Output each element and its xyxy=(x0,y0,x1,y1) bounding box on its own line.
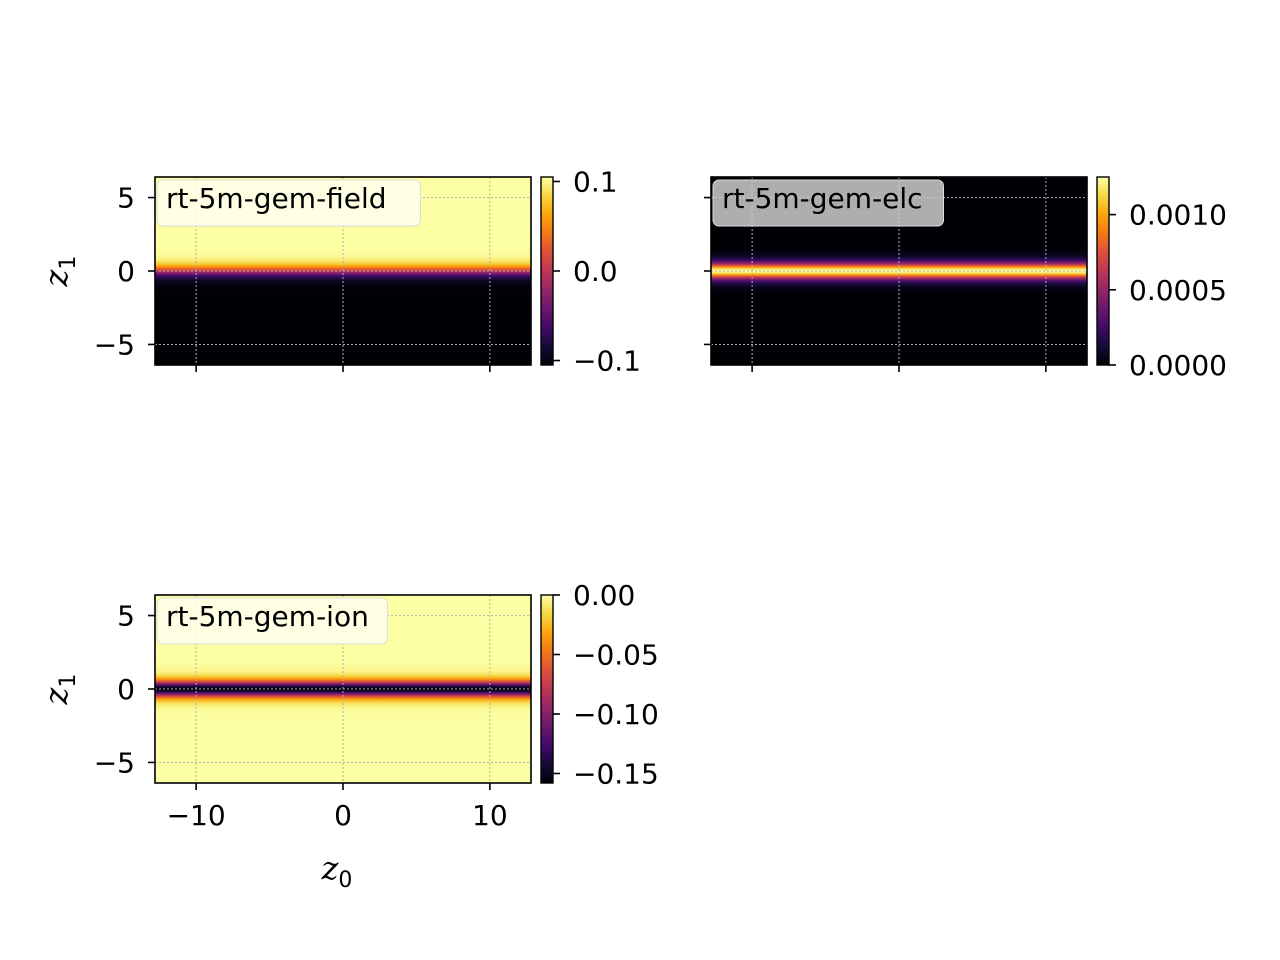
panel-name-box xyxy=(156,597,388,645)
colorbar xyxy=(540,594,554,784)
y-tick-label: −5 xyxy=(94,328,135,361)
panel-name: rt-5m-gem-elc xyxy=(722,182,923,215)
colorbar-tick-label: 0.0 xyxy=(573,255,618,288)
panel-name: rt-5m-gem-ion xyxy=(166,600,369,633)
colorbar-tick-label: 0.0000 xyxy=(1129,349,1227,382)
colorbar-tick-label: −0.05 xyxy=(573,638,659,671)
x-axis-label: z0 xyxy=(321,849,353,893)
y-tick-label: 0 xyxy=(117,255,135,288)
y-axis-label-subscript: 1 xyxy=(56,256,81,270)
colorbar-tick-label: 0.0005 xyxy=(1129,274,1227,307)
y-tick-label: −5 xyxy=(94,746,135,779)
panel-rt-5m-gem-field: −5 0 5 z1 rt-5m-gem-field 0.1 0.0 −0.1 xyxy=(37,165,641,377)
x-tick-label: 10 xyxy=(472,799,508,832)
panel-name-box xyxy=(156,179,421,227)
panel-name-box xyxy=(712,179,944,227)
panel-name: rt-5m-gem-field xyxy=(166,182,387,215)
x-tick-label: 0 xyxy=(334,799,352,832)
colorbar xyxy=(540,176,554,366)
colorbar-tick-label: −0.15 xyxy=(573,757,659,790)
colorbar-tick-label: 0.1 xyxy=(573,165,618,198)
colorbar xyxy=(1096,176,1110,366)
x-tick-label: −10 xyxy=(167,799,226,832)
y-tick-label: 5 xyxy=(117,600,135,633)
colorbar-tick-label: 0.00 xyxy=(573,579,635,612)
x-axis-label-subscript: 0 xyxy=(338,868,352,893)
y-axis-label-subscript: 1 xyxy=(56,674,81,688)
panel-rt-5m-gem-elc: rt-5m-gem-elc 0.0010 0.0005 0.0000 xyxy=(704,176,1227,382)
colorbar-tick-label: −0.1 xyxy=(573,345,641,378)
y-tick-label: 5 xyxy=(117,182,135,215)
y-axis-label: z1 xyxy=(37,256,81,288)
colorbar-tick-label: −0.10 xyxy=(573,698,659,731)
y-tick-label: 0 xyxy=(117,673,135,706)
y-axis-label: z1 xyxy=(37,674,81,706)
panel-rt-5m-gem-ion: −10 0 10−505z1z0rt-5m-gem-ion0.00−0.05−0.1… xyxy=(37,579,659,893)
colorbar-tick-label: 0.0010 xyxy=(1129,199,1227,232)
